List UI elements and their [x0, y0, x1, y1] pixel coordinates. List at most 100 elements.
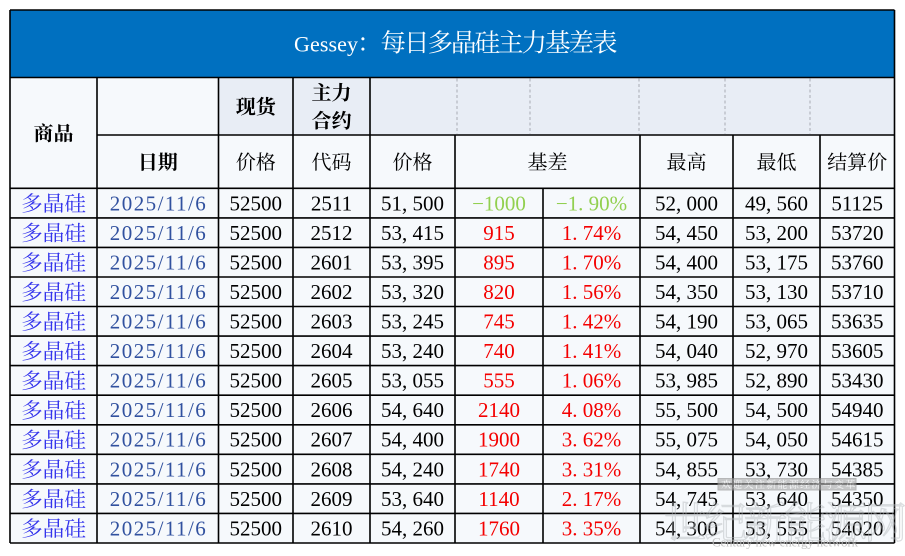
svg-text:Gessey: Gessey [294, 32, 358, 57]
svg-text:2607: 2607 [311, 428, 353, 452]
svg-text:2604: 2604 [311, 339, 354, 363]
svg-text:52500: 52500 [230, 516, 283, 540]
svg-text:53, 985: 53, 985 [655, 369, 718, 393]
svg-text:2025/11/6: 2025/11/6 [110, 487, 206, 511]
svg-text:2025/11/6: 2025/11/6 [110, 398, 206, 422]
svg-text:2140: 2140 [478, 398, 520, 422]
svg-text:53635: 53635 [831, 310, 884, 334]
svg-text:52500: 52500 [230, 191, 283, 215]
svg-text:2025/11/6: 2025/11/6 [110, 428, 206, 452]
svg-text:3. 62%: 3. 62% [562, 428, 622, 452]
svg-text:54, 855: 54, 855 [655, 457, 718, 481]
svg-text:2025/11/6: 2025/11/6 [110, 310, 206, 334]
svg-text:4. 08%: 4. 08% [562, 398, 622, 422]
svg-text:54, 500: 54, 500 [745, 398, 808, 422]
svg-text:1. 41%: 1. 41% [562, 339, 622, 363]
svg-text:2605: 2605 [311, 369, 353, 393]
svg-text:54, 190: 54, 190 [655, 310, 718, 334]
svg-text:54020: 54020 [831, 516, 884, 540]
svg-text:52, 890: 52, 890 [745, 369, 808, 393]
svg-text:53, 730: 53, 730 [745, 457, 808, 481]
svg-text:2609: 2609 [311, 487, 353, 511]
svg-text:2606: 2606 [311, 398, 353, 422]
svg-text:54, 745: 54, 745 [655, 487, 718, 511]
svg-text:53, 415: 53, 415 [381, 221, 444, 245]
svg-text:53, 320: 53, 320 [381, 280, 444, 304]
svg-text:54, 450: 54, 450 [655, 221, 718, 245]
svg-text:2602: 2602 [311, 280, 353, 304]
svg-text:3. 31%: 3. 31% [562, 457, 622, 481]
svg-text:53, 240: 53, 240 [381, 339, 444, 363]
svg-text:820: 820 [483, 280, 515, 304]
svg-text:54, 400: 54, 400 [655, 250, 718, 274]
svg-text:54, 040: 54, 040 [655, 339, 718, 363]
svg-text:52500: 52500 [230, 428, 283, 452]
svg-text:53720: 53720 [831, 221, 884, 245]
svg-text:2. 17%: 2. 17% [562, 487, 622, 511]
svg-text:54, 400: 54, 400 [381, 428, 444, 452]
svg-text:1. 74%: 1. 74% [562, 221, 622, 245]
svg-text:1. 42%: 1. 42% [562, 310, 622, 334]
svg-text:2610: 2610 [311, 516, 353, 540]
svg-text:−1000: −1000 [472, 191, 526, 215]
svg-text:2025/11/6: 2025/11/6 [110, 457, 206, 481]
svg-text:2025/11/6: 2025/11/6 [110, 280, 206, 304]
svg-text:1. 56%: 1. 56% [562, 280, 622, 304]
svg-text:54, 240: 54, 240 [381, 457, 444, 481]
svg-text:52500: 52500 [230, 250, 283, 274]
svg-text:55, 500: 55, 500 [655, 398, 718, 422]
svg-text:2025/11/6: 2025/11/6 [110, 250, 206, 274]
svg-text:2025/11/6: 2025/11/6 [110, 516, 206, 540]
svg-text:2608: 2608 [311, 457, 353, 481]
svg-text:53, 055: 53, 055 [381, 369, 444, 393]
svg-text:895: 895 [483, 250, 515, 274]
svg-text:1760: 1760 [478, 516, 520, 540]
svg-text:52, 000: 52, 000 [655, 191, 718, 215]
svg-text:52500: 52500 [230, 221, 283, 245]
svg-text:53, 245: 53, 245 [381, 310, 444, 334]
svg-text:51, 500: 51, 500 [381, 191, 444, 215]
svg-text:53710: 53710 [831, 280, 884, 304]
svg-text:−1. 90%: −1. 90% [556, 191, 627, 215]
svg-text:49, 560: 49, 560 [745, 191, 808, 215]
svg-text:54, 640: 54, 640 [381, 398, 444, 422]
svg-text:55, 075: 55, 075 [655, 428, 718, 452]
svg-text:915: 915 [483, 221, 515, 245]
svg-text:53, 555: 53, 555 [745, 516, 808, 540]
svg-text:1900: 1900 [478, 428, 520, 452]
svg-text:2025/11/6: 2025/11/6 [110, 221, 206, 245]
svg-text:2025/11/6: 2025/11/6 [110, 191, 206, 215]
svg-text:54940: 54940 [831, 398, 884, 422]
svg-text:Century new energy network: Century new energy network [712, 535, 859, 550]
svg-text:555: 555 [483, 369, 515, 393]
svg-text:1740: 1740 [478, 457, 520, 481]
svg-text:54, 300: 54, 300 [655, 516, 718, 540]
svg-text:2601: 2601 [311, 250, 353, 274]
svg-text:53, 640: 53, 640 [381, 487, 444, 511]
svg-text:54, 260: 54, 260 [381, 516, 444, 540]
svg-text:52500: 52500 [230, 457, 283, 481]
svg-text:53, 200: 53, 200 [745, 221, 808, 245]
svg-text:53430: 53430 [831, 369, 884, 393]
svg-text:53, 175: 53, 175 [745, 250, 808, 274]
svg-text:53, 130: 53, 130 [745, 280, 808, 304]
svg-text:53605: 53605 [831, 339, 884, 363]
svg-text:2512: 2512 [311, 221, 353, 245]
svg-text:2025/11/6: 2025/11/6 [110, 369, 206, 393]
svg-text:54, 050: 54, 050 [745, 428, 808, 452]
svg-text:1140: 1140 [478, 487, 519, 511]
svg-text:54615: 54615 [831, 428, 884, 452]
svg-text:54385: 54385 [831, 457, 884, 481]
svg-text:3. 35%: 3. 35% [562, 516, 622, 540]
svg-text:2511: 2511 [311, 191, 352, 215]
svg-text:2603: 2603 [311, 310, 353, 334]
svg-text:745: 745 [483, 310, 515, 334]
svg-text:1. 70%: 1. 70% [562, 250, 622, 274]
svg-text:54350: 54350 [831, 487, 884, 511]
svg-text:53760: 53760 [831, 250, 884, 274]
svg-text:52500: 52500 [230, 398, 283, 422]
svg-text:51125: 51125 [831, 191, 883, 215]
svg-text:52500: 52500 [230, 369, 283, 393]
svg-text:1. 06%: 1. 06% [562, 369, 622, 393]
svg-text:52500: 52500 [230, 310, 283, 334]
